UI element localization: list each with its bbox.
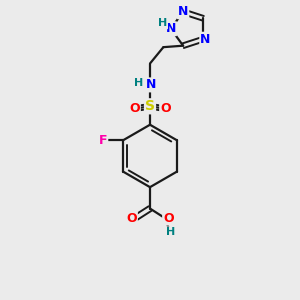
Text: N: N (178, 5, 188, 18)
Text: O: O (126, 212, 137, 225)
Text: O: O (129, 102, 140, 115)
Text: H: H (158, 18, 167, 28)
Text: O: O (160, 102, 171, 115)
Text: H: H (166, 227, 176, 237)
Text: N: N (146, 78, 157, 92)
Text: F: F (99, 134, 107, 147)
Text: S: S (145, 99, 155, 113)
Text: N: N (166, 22, 176, 35)
Text: H: H (134, 78, 143, 88)
Text: N: N (200, 33, 211, 46)
Text: O: O (163, 212, 174, 225)
